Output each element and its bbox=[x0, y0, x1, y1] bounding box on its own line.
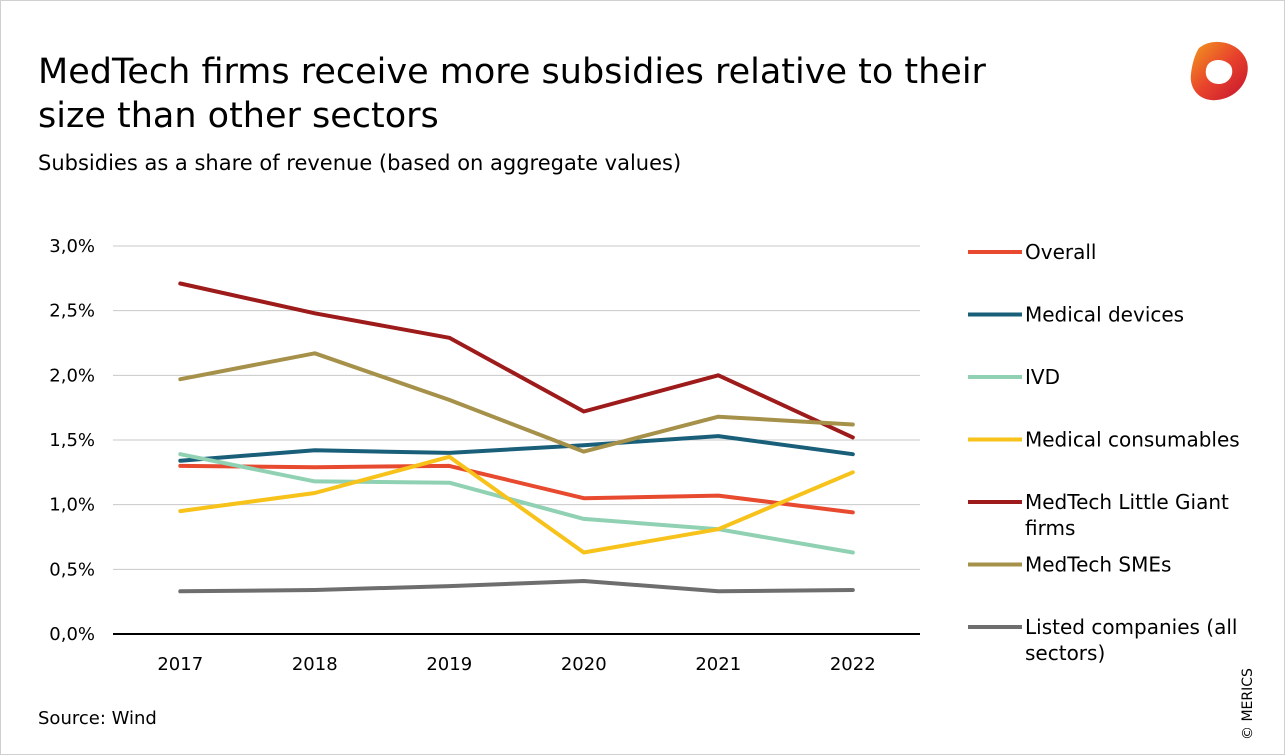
legend-label: Medical consumables bbox=[1025, 428, 1240, 452]
series-line-ivd bbox=[178, 452, 855, 555]
x-tick-label: 2021 bbox=[695, 654, 741, 675]
legend-label: sectors) bbox=[1025, 641, 1105, 665]
y-tick-label: 1,5% bbox=[49, 430, 95, 451]
legend-label: IVD bbox=[1025, 365, 1060, 389]
series-line-overall bbox=[178, 463, 855, 515]
y-tick-label: 0,0% bbox=[49, 624, 95, 645]
legend-label: MedTech SMEs bbox=[1025, 553, 1171, 577]
y-tick-label: 2,0% bbox=[49, 365, 95, 386]
x-tick-label: 2017 bbox=[157, 654, 203, 675]
legend-label: Medical devices bbox=[1025, 303, 1184, 327]
legend-label: Overall bbox=[1025, 240, 1096, 264]
y-tick-label: 0,5% bbox=[49, 559, 95, 580]
legend-label: MedTech Little Giant bbox=[1025, 490, 1229, 514]
source-note: Source: Wind bbox=[38, 708, 157, 729]
y-tick-label: 2,5% bbox=[49, 301, 95, 322]
merics-logo-icon bbox=[1190, 41, 1248, 101]
x-tick-label: 2022 bbox=[830, 654, 876, 675]
x-tick-label: 2018 bbox=[292, 654, 338, 675]
copyright-note: © MERICS bbox=[1240, 668, 1256, 740]
x-tick-label: 2019 bbox=[426, 654, 472, 675]
series-line-medical-consumables bbox=[178, 454, 855, 555]
y-tick-label: 3,0% bbox=[49, 236, 95, 257]
series-line-medical-devices bbox=[178, 434, 855, 463]
legend-label: Listed companies (all bbox=[1025, 615, 1237, 639]
x-tick-label: 2020 bbox=[561, 654, 607, 675]
series-line-medtech-little-giant-firms bbox=[178, 281, 855, 440]
series-line-medtech-smes bbox=[178, 351, 855, 454]
y-tick-label: 1,0% bbox=[49, 495, 95, 516]
chart-subtitle: Subsidies as a share of revenue (based o… bbox=[38, 151, 682, 175]
series-line-listed-companies-all-sectors bbox=[178, 579, 855, 594]
chart-title: MedTech firms receive more subsidies rel… bbox=[38, 52, 986, 136]
legend-label: firms bbox=[1025, 516, 1075, 540]
